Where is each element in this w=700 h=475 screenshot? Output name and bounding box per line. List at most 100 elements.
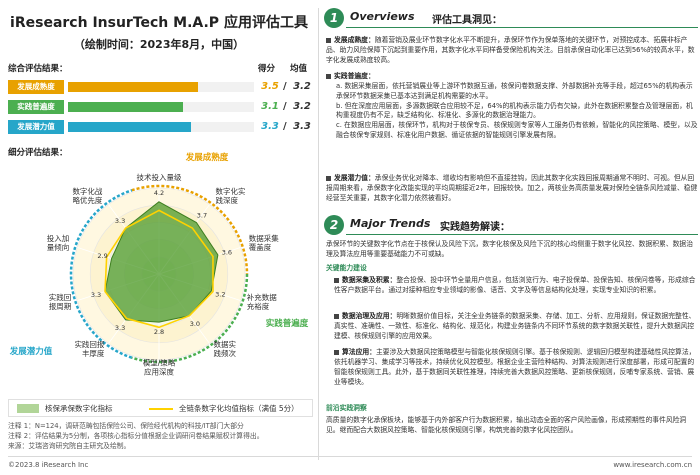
- score-row: 实践普遍度 3.1 / 3.2: [8, 100, 313, 114]
- score-bar-track: [68, 122, 254, 132]
- bullet-icon: [326, 175, 331, 181]
- score-bar-fill: [68, 82, 199, 92]
- score-separator: /: [283, 101, 287, 112]
- trend-algorithm: 算法应用：主要涉及大数据风控策略模型与智能化核保规则引擎。基于核保规则、逻辑回归…: [334, 348, 696, 386]
- radar-value-label: 2.8: [154, 328, 164, 336]
- radar-axis-label: 实践回: [49, 292, 72, 302]
- trends-tag-capability: 关键能力建设: [326, 264, 367, 272]
- bullet-icon: [334, 349, 339, 355]
- overview-practice: 实践普遍度： a. 数据采集层面，依托营销展业等上游环节数据互通，核保问卷数据支…: [326, 72, 698, 141]
- score-separator: /: [283, 81, 287, 92]
- overview-header: 1 Overviews 评估工具洞见：: [322, 8, 700, 30]
- score-bar-track: [68, 82, 254, 92]
- trends-number-badge: 2: [324, 215, 344, 235]
- radar-value-label: 3.0: [190, 320, 200, 328]
- source-note: 来源：艾瑞咨询研究院自主研究及绘制。: [8, 442, 131, 450]
- average-value: 3.2: [293, 81, 311, 92]
- radar-axis-label: 实践回报: [74, 339, 104, 349]
- score-row-label: 发展成熟度: [8, 80, 64, 94]
- bullet-icon: [334, 277, 339, 283]
- note-1: 注释 1：N=124，调研范畴包括保险公司、保险经代机构的科技/IT部门大部分: [8, 422, 244, 430]
- note-2: 注释 2：评估结果为5分制，各项核心指标分值根据企业调研问卷结果赋权计算得出。: [8, 432, 264, 440]
- page-title: iResearch InsurTech M.A.P 应用评估工具: [10, 15, 308, 31]
- bullet-icon: [326, 73, 331, 79]
- radar-axis-label: 应用深度: [144, 367, 174, 377]
- right-panel: 1 Overviews 评估工具洞见： 发展成熟度：随着营销及展业环节数字化水平…: [322, 0, 700, 475]
- radar-value-label: 3.2: [215, 290, 225, 298]
- radar-axis-label: 补充数据: [247, 292, 277, 302]
- radar-axis-label: 数字化实: [216, 186, 246, 196]
- trends-tag-frontier: 前沿实践洞察: [326, 404, 367, 412]
- average-value: 3.3: [293, 121, 311, 132]
- left-panel: iResearch InsurTech M.A.P 应用评估工具 （绘制时间：2…: [0, 0, 318, 475]
- score-value: 3.1: [261, 101, 279, 112]
- score-value: 3.3: [261, 121, 279, 132]
- overview-maturity: 发展成熟度：随着营销及展业环节数字化水平不断提升，承保环节作为保单落地的关键环节…: [326, 36, 695, 64]
- radar-group-arc: [131, 184, 249, 275]
- radar-axis-label: 量倾向: [47, 242, 70, 252]
- radar-axis-label: 践频次: [214, 348, 237, 358]
- radar-axis-label: 充裕度: [247, 301, 270, 311]
- radar-axis-label: 报周期: [49, 301, 72, 311]
- trend-data-governance: 数据治理及应用：明晰数据价值目标，关注全业务链条的数据采集、存储、加工、分析、应…: [334, 312, 696, 340]
- radar-axis-label: 略优先度: [72, 195, 102, 205]
- radar-area-series: [104, 201, 219, 323]
- trends-frontier-text: 高质量的数字化承保板块，能够基于内外部客户行为数据积累，输出动态全面的客户风险画…: [326, 416, 687, 434]
- trends-title-cn: 实践趋势解读：: [440, 222, 510, 233]
- overview-title-cn: 评估工具洞见：: [432, 15, 502, 26]
- radar-line-series: [104, 209, 214, 329]
- trends-intro: 承保环节的关键数字化节点在于核保认及风险下沉，数字化核保及风险下沉的核心均侧重于…: [326, 240, 694, 258]
- radar-group-arc: [131, 273, 249, 364]
- footer-copyright: ©2023.8 iResearch Inc: [8, 461, 89, 469]
- bullet-icon: [334, 313, 339, 319]
- radar-group-label: 实践普遍度: [266, 318, 309, 329]
- overview-number-badge: 1: [324, 8, 344, 28]
- radar-axis-label: 丰厚度: [82, 348, 105, 358]
- legend-swatch-area: [17, 404, 39, 413]
- radar-axis-label: 数字化战: [72, 186, 102, 196]
- radar-axis-label: 数据实: [214, 339, 237, 349]
- radar-axis-label: 投入加: [47, 233, 70, 243]
- summary-label: 综合评估结果：: [8, 64, 68, 74]
- legend-item-1: 核保承保数字化指标: [45, 404, 113, 413]
- chart-legend: 核保承保数字化指标 全链条数字化均值指标（满值 5分）: [8, 399, 313, 417]
- radar-value-label: 3.7: [197, 211, 207, 219]
- radar-axis-label: 践深度: [216, 195, 239, 205]
- score-bar-fill: [68, 122, 191, 132]
- overview-potential: 发展潜力值：承保业务优化对降本、增收均有影响但不直接挂钩，因此其数字化实践回报周…: [326, 174, 698, 202]
- average-value: 3.2: [293, 101, 311, 112]
- overview-title-en: Overviews: [350, 10, 415, 23]
- radar-value-label: 3.3: [115, 324, 125, 332]
- radar-group-label: 发展潜力值: [9, 346, 53, 357]
- score-row: 发展成熟度 3.5 / 3.2: [8, 80, 313, 94]
- radar-axis-label: 技术投入量级: [137, 172, 182, 182]
- detail-label: 细分评估结果：: [8, 148, 68, 158]
- overview-rule: [346, 27, 698, 28]
- average-column-header: 均值: [290, 64, 308, 74]
- radar-value-label: 2.9: [97, 252, 107, 260]
- radar-value-label: 4.2: [154, 189, 164, 197]
- score-row: 发展潜力值 3.3 / 3.3: [8, 120, 313, 134]
- radar-axis-label: 数据采集: [249, 233, 279, 243]
- radar-group-arc: [69, 189, 133, 359]
- column-divider: [318, 8, 319, 460]
- radar-group-label: 发展成熟度: [185, 152, 229, 163]
- score-row-label: 发展潜力值: [8, 120, 64, 134]
- footer-website: www.iresearch.com.cn: [613, 461, 692, 469]
- footer-rule: [8, 456, 692, 457]
- legend-swatch-line: [149, 408, 173, 410]
- page-subtitle: （绘制时间：2023年8月，中国）: [73, 38, 245, 51]
- score-bar-fill: [68, 102, 184, 112]
- radar-value-label: 3.3: [91, 291, 101, 299]
- score-value: 3.5: [261, 81, 279, 92]
- trends-title-en: Major Trends: [350, 217, 431, 230]
- radar-axis-label: 模型/策略: [143, 358, 176, 368]
- trend-data-collection: 数据采集及积累：整合投保、投中环节全量用户信息，包括浏览行为、电子投保单、投保告…: [334, 276, 696, 294]
- score-row-label: 实践普遍度: [8, 100, 64, 114]
- score-bar-track: [68, 102, 254, 112]
- bullet-icon: [326, 37, 331, 43]
- radar-chart: 4.2 3.7 3.6 3.2 3.0 2.8 3.3 3.3 2.9 3.3 技术投入量级数字化实…: [9, 152, 309, 377]
- legend-item-2: 全链条数字化均值指标（满值 5分）: [179, 404, 299, 413]
- score-column-header: 得分: [258, 64, 276, 74]
- score-separator: /: [283, 121, 287, 132]
